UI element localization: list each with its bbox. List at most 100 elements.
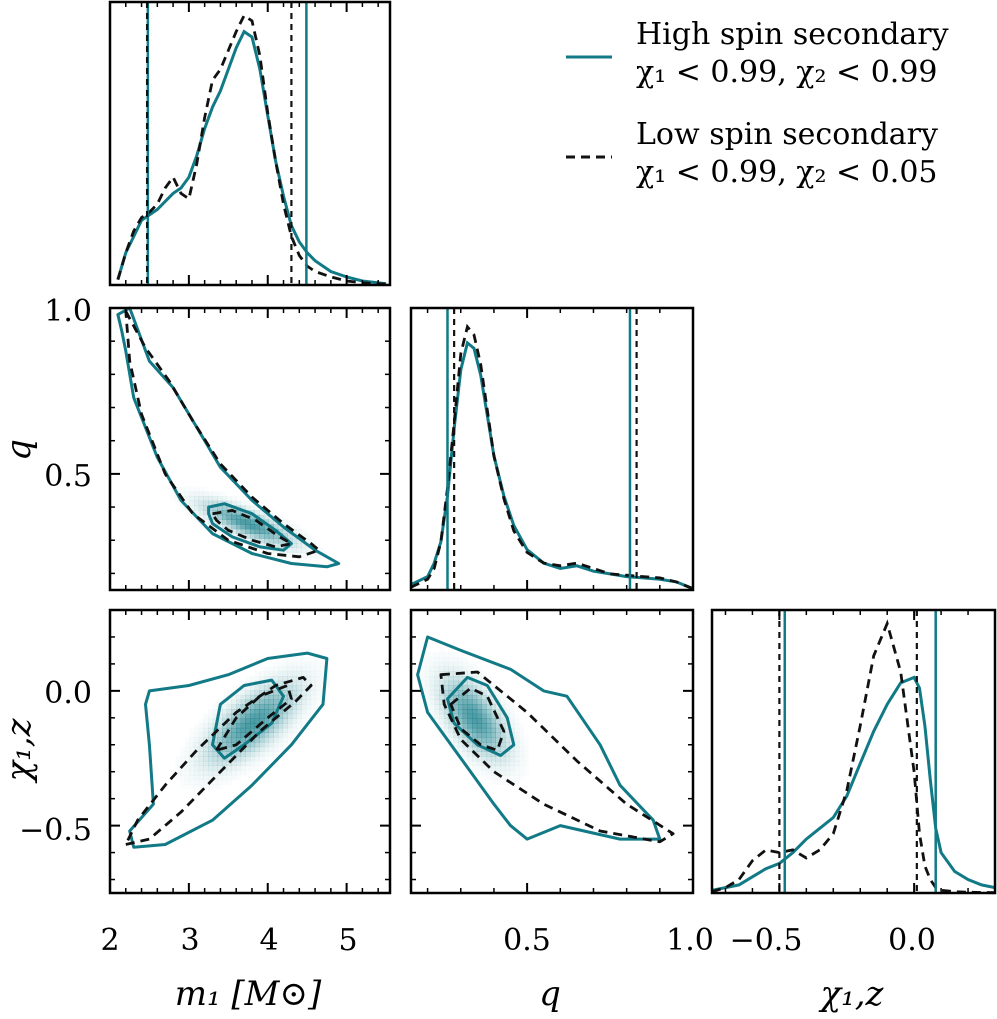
density-cell (222, 723, 228, 729)
density-cell (264, 671, 270, 677)
density-cell (254, 704, 260, 710)
density-cell (486, 709, 492, 715)
density-cell (467, 662, 472, 667)
panel-m1-marginal (108, 0, 392, 287)
density-cell (208, 510, 214, 516)
density-cell (500, 695, 505, 700)
density-cell (222, 505, 228, 511)
density-cell (278, 727, 284, 733)
density-cell (486, 756, 492, 762)
density-cell (500, 737, 506, 743)
density-cell (213, 491, 218, 496)
density-cell (240, 704, 246, 710)
density-cell (514, 714, 519, 719)
density-cell (254, 524, 260, 530)
density-cell (476, 751, 482, 757)
density-cell (439, 723, 445, 729)
density-cell (514, 723, 519, 728)
density-cell (287, 733, 292, 738)
density-cell (189, 756, 195, 762)
density-cell (462, 666, 468, 672)
density-cell (250, 746, 256, 752)
density-cell (491, 681, 496, 686)
density-cell (448, 732, 454, 738)
density-cell (453, 676, 459, 682)
density-cell (264, 727, 270, 733)
density-cell (476, 732, 482, 738)
density-cell (226, 760, 232, 766)
density-cell (278, 662, 283, 667)
density-cell (184, 496, 190, 502)
density-cell (264, 533, 270, 539)
density-cell (180, 747, 185, 752)
density-cell (240, 505, 246, 511)
density-cell (240, 694, 246, 700)
density-cell (315, 676, 321, 682)
density-cell (292, 694, 298, 700)
density-cell (250, 751, 256, 757)
density-cell (245, 538, 251, 544)
density-cell (500, 770, 506, 776)
density-cell (264, 732, 270, 738)
density-cell (250, 723, 256, 729)
density-cell (448, 680, 454, 686)
density-cell (273, 694, 279, 700)
density-cell (273, 723, 279, 729)
density-cell (425, 685, 431, 691)
density-cell (226, 699, 232, 705)
density-cell (240, 690, 246, 696)
density-cell (467, 751, 473, 757)
density-cell (198, 510, 204, 516)
density-cell (198, 760, 204, 766)
density-cell (472, 723, 478, 729)
density-cell (458, 690, 464, 696)
density-cell (185, 747, 190, 752)
density-cell (453, 690, 459, 696)
density-cell (509, 756, 515, 762)
density-cell (213, 785, 218, 790)
density-cell (283, 737, 288, 742)
density-cell (519, 770, 524, 775)
density-cell (189, 785, 194, 790)
density-cell (495, 737, 501, 743)
density-cell (439, 704, 445, 710)
density-cell (287, 520, 292, 525)
density-cell (259, 699, 265, 705)
density-cell (296, 713, 302, 719)
density-cell (198, 500, 204, 506)
density-cell (250, 756, 256, 762)
density-cell (495, 709, 501, 715)
density-cell (189, 733, 194, 738)
density-cell (194, 737, 200, 743)
density-cell (250, 514, 256, 520)
density-cell (226, 713, 232, 719)
density-cell (236, 533, 242, 539)
density-cell (476, 765, 482, 771)
density-cell (491, 775, 496, 780)
density-cell (453, 680, 459, 686)
density-cell (448, 723, 454, 729)
density-cell (458, 657, 463, 662)
density-cell (194, 487, 199, 492)
density-cell (306, 557, 311, 562)
density-cell (203, 505, 209, 511)
density-cell (184, 500, 190, 506)
density-cell (194, 751, 200, 757)
density-cell (481, 742, 487, 748)
density-cell (254, 713, 260, 719)
density-cell (292, 524, 297, 529)
density-cell (519, 742, 525, 748)
density-cell (250, 742, 256, 748)
density-cell (203, 719, 208, 724)
density-cell (273, 676, 279, 682)
density-cell (199, 723, 204, 728)
density-cell (292, 662, 297, 667)
density-cell (217, 514, 223, 520)
density-cell (194, 742, 200, 748)
density-cell (254, 751, 260, 757)
contour-low-inner (215, 684, 293, 752)
density-cell (208, 770, 214, 776)
density-cell (222, 709, 228, 715)
density-cell (472, 746, 478, 752)
density-cell (194, 746, 200, 752)
